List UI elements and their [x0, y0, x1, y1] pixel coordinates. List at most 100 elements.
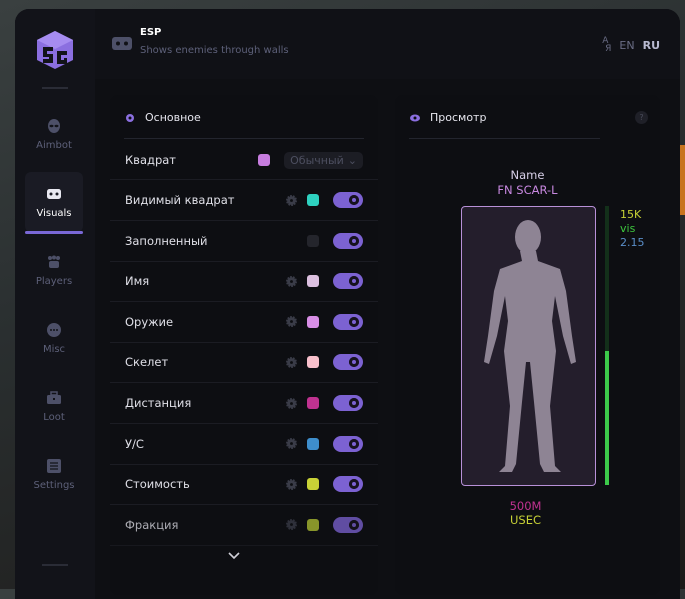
setting-row: Заполненный — [110, 221, 378, 262]
logo-icon — [37, 31, 73, 69]
list-icon — [47, 458, 61, 473]
color-swatch[interactable] — [307, 194, 319, 206]
toolbox-icon — [47, 390, 61, 404]
sidebar-item-label: Settings — [33, 479, 75, 491]
gear-icon[interactable] — [286, 438, 297, 450]
preview-visible: vis — [620, 222, 636, 235]
setting-label: Видимый квадрат — [125, 193, 235, 207]
eye-icon — [410, 114, 420, 121]
player-model — [484, 220, 576, 472]
preview-distance: 500M — [509, 499, 542, 513]
gear-icon[interactable] — [286, 519, 297, 531]
health-bar — [605, 206, 609, 485]
toggle[interactable] — [333, 435, 363, 452]
panel-title: Просмотр — [430, 111, 487, 124]
divider — [124, 138, 364, 139]
preview-weapon: FN SCAR-L — [497, 183, 558, 197]
dots-icon — [47, 322, 61, 337]
sidebar-item-players[interactable]: Players — [25, 240, 83, 300]
setting-row: У/С — [110, 424, 378, 465]
sidebar-item-label: Misc — [42, 343, 66, 355]
translate-icon: A Я — [602, 36, 612, 54]
setting-label: Оружие — [125, 314, 174, 329]
toggle[interactable] — [333, 232, 363, 249]
toggle[interactable] — [333, 192, 363, 208]
page-subtitle: Shows enemies through walls — [140, 45, 289, 56]
toggle[interactable] — [333, 273, 363, 290]
header: ESP Shows enemies through walls A Я EN R… — [95, 9, 680, 79]
lang-en-button[interactable]: EN — [619, 38, 635, 52]
box-style-select[interactable]: Обычный ⌄ — [284, 151, 363, 169]
setting-label: Скелет — [125, 355, 169, 370]
preview-kd: 2.15 — [620, 236, 645, 249]
vr-headset-icon — [112, 37, 132, 50]
chevron-down-icon: ⌄ — [347, 153, 357, 167]
sidebar-item-label: Visuals — [36, 207, 72, 219]
setting-label: Фракция — [125, 517, 179, 532]
alien-icon — [48, 118, 60, 133]
sidebar-item-visuals[interactable]: Visuals — [25, 172, 83, 234]
sidebar-item-label: Loot — [43, 411, 65, 423]
gear-icon[interactable] — [286, 316, 297, 328]
setting-row: Видимый квадрат — [110, 180, 378, 221]
color-swatch[interactable] — [307, 234, 319, 247]
sidebar-item-settings[interactable]: Settings — [25, 444, 83, 504]
preview-value: 15K — [620, 208, 642, 221]
health-bar-fill — [605, 351, 609, 485]
users-icon — [48, 255, 60, 268]
setting-label: Стоимость — [125, 477, 190, 492]
color-swatch[interactable] — [307, 356, 319, 369]
setting-label: Имя — [125, 274, 150, 289]
setting-row: Имя — [110, 261, 378, 303]
setting-label: Дистанция — [125, 396, 192, 410]
toggle[interactable] — [333, 516, 363, 533]
toggle[interactable] — [333, 395, 363, 411]
color-swatch[interactable] — [307, 437, 319, 450]
sidebar-item-loot[interactable]: Loot — [25, 376, 83, 436]
app-window: Aimbot Visuals Players Misc Loot Settings ESP… — [15, 9, 680, 599]
panel-title: Основное — [145, 111, 201, 124]
sidebar-item-label: Players — [35, 275, 73, 287]
sidebar-item-aimbot[interactable]: Aimbot — [25, 104, 83, 164]
color-swatch[interactable] — [307, 315, 319, 328]
setting-label: У/С — [125, 436, 144, 451]
color-swatch[interactable] — [307, 518, 319, 531]
preview-faction: USEC — [509, 513, 541, 527]
chevron-down-icon[interactable] — [227, 551, 241, 561]
toggle[interactable] — [333, 476, 363, 493]
gear-icon[interactable] — [286, 397, 297, 409]
setting-row: Скелет — [110, 342, 378, 384]
setting-row: Квадрат Обычный ⌄ — [110, 141, 378, 180]
gear-icon[interactable] — [286, 194, 297, 206]
gear-icon — [126, 113, 134, 122]
setting-row: Оружие — [110, 302, 378, 343]
setting-row: Дистанция — [110, 383, 378, 424]
lang-ru-button[interactable]: RU — [642, 38, 660, 52]
main-settings-panel: Основное Квадрат Обычный ⌄ Видимый квадрат З… — [110, 95, 378, 595]
help-button[interactable]: ? — [635, 111, 648, 124]
toggle[interactable] — [333, 313, 363, 330]
vr-headset-icon — [47, 188, 61, 199]
gear-icon[interactable] — [286, 356, 297, 368]
preview-panel: Просмотр ? Name FN SCAR-L 15K vis 2.15 5… — [395, 95, 660, 595]
divider — [42, 87, 68, 89]
preview-box — [461, 206, 596, 486]
color-swatch[interactable] — [258, 154, 271, 166]
page-title: ESP — [140, 27, 162, 38]
sidebar-item-misc[interactable]: Misc — [25, 308, 83, 368]
color-swatch[interactable] — [307, 397, 319, 409]
setting-row: Фракция — [110, 505, 378, 546]
sidebar-item-label: Aimbot — [36, 139, 72, 151]
language-switch: A Я EN RU — [602, 36, 660, 54]
divider — [42, 564, 68, 566]
divider — [409, 138, 600, 139]
toggle[interactable] — [333, 354, 363, 371]
select-value: Обычный — [290, 153, 344, 167]
color-swatch[interactable] — [307, 478, 319, 491]
preview-name: Name — [510, 168, 545, 182]
color-swatch[interactable] — [307, 275, 319, 288]
gear-icon[interactable] — [286, 478, 297, 490]
setting-row: Стоимость — [110, 464, 378, 506]
gear-icon[interactable] — [286, 275, 297, 287]
background-game-element — [678, 145, 685, 215]
